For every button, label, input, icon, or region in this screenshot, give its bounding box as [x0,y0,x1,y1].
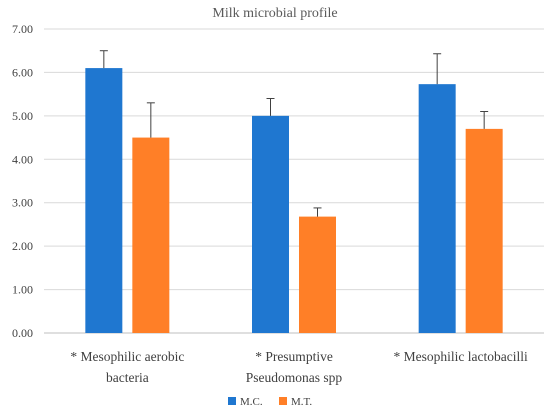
x-axis-labels: * Mesophilic aerobic bacteria * Presumptiv… [70,349,528,385]
category-label: * Mesophilic aerobic bacteria [70,349,184,385]
bar-mt [132,137,170,333]
error-bar [146,102,155,138]
category-label-line: * Mesophilic aerobic [70,349,184,364]
legend-swatch [228,397,236,405]
bar-mt [299,216,336,333]
error-bar [313,207,322,217]
category-label-line: Pseudomonas spp [246,370,343,385]
error-bar [99,50,108,69]
legend-item: M.T. [279,396,312,408]
y-axis-ticks: 0.00 1.00 2.00 3.00 4.00 5.00 6.00 7.00 [12,22,33,340]
bar-mc [85,68,123,333]
error-bar [480,111,489,129]
bar-mc [252,115,289,333]
y-tick-label: 6.00 [12,65,33,79]
legend-item: M.C. [228,396,263,408]
y-tick-label: 2.00 [12,239,33,253]
bar-mt [465,128,503,333]
legend-label: M.C. [240,396,263,408]
legend: M.C. M.T. [228,396,312,408]
category-label-line: bacteria [106,370,149,385]
grid-lines [44,28,544,334]
legend-swatch [279,397,287,405]
y-tick-label: 5.00 [12,109,33,123]
error-bar [433,53,442,85]
bars [85,68,503,333]
y-tick-label: 1.00 [12,283,33,297]
y-tick-label: 0.00 [12,326,33,340]
bar-mc [418,84,456,333]
error-bars [99,50,489,217]
y-tick-label: 7.00 [12,22,33,36]
category-label-line: * Presumptive [255,349,333,364]
legend-label: M.T. [291,396,312,408]
category-label: * Presumptive Pseudomonas spp [246,349,343,385]
category-label-line: * Mesophilic lactobacilli [394,349,528,364]
error-bar [266,97,275,116]
y-tick-label: 3.00 [12,196,33,210]
chart-title: Milk microbial profile [212,6,337,21]
y-tick-label: 4.00 [12,152,33,166]
category-label: * Mesophilic lactobacilli [394,349,528,364]
